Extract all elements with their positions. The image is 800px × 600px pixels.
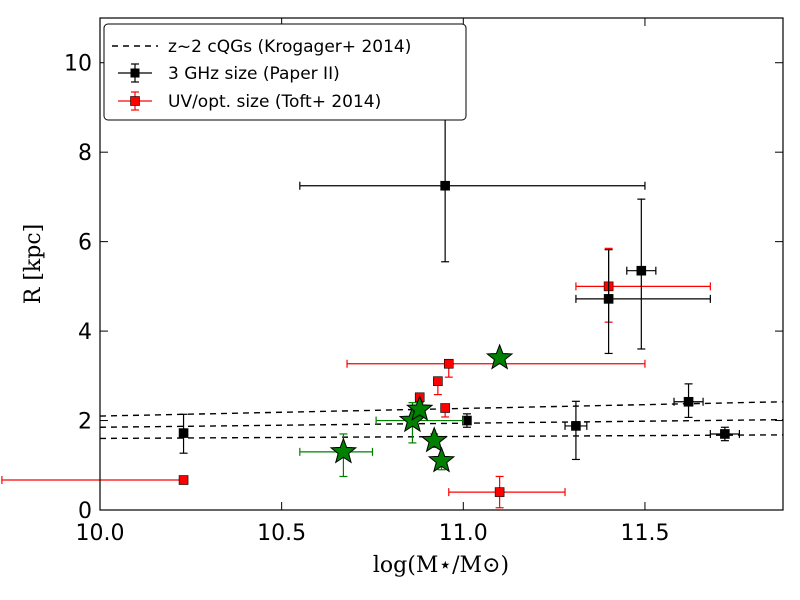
star-point	[405, 394, 434, 422]
3ghz-point	[178, 413, 189, 454]
plot-area	[1, 118, 784, 509]
y-tick-label: 10	[64, 52, 92, 77]
y-tick-label: 2	[78, 410, 92, 435]
krogager-reference-line	[99, 418, 784, 428]
uvopt-point	[1, 475, 189, 485]
3ghz-point	[575, 249, 711, 355]
x-tick-label: 11.5	[620, 521, 669, 546]
x-tick-label: 10.5	[257, 521, 306, 546]
uvopt-point	[575, 247, 711, 323]
uvopt-point	[433, 376, 443, 396]
uvopt-point	[440, 403, 450, 418]
star-point	[420, 426, 448, 453]
y-axis-title: R [kpc]	[21, 224, 46, 304]
x-axis-title: log(M⋆/M⊙)	[373, 553, 509, 578]
star-point	[485, 343, 514, 370]
plot-frame	[99, 17, 784, 511]
legend: z~2 cQGs (Krogager+ 2014) 3 GHz size (Pa…	[103, 23, 467, 121]
legend-black-marker-swatch	[118, 63, 152, 83]
y-tick-label: 8	[78, 141, 92, 166]
star-point	[299, 433, 374, 478]
3ghz-point	[564, 400, 588, 461]
x-tick-label: 10.0	[76, 521, 125, 546]
y-tick-label: 4	[78, 320, 92, 345]
y-tick-label: 6	[78, 231, 92, 256]
3ghz-point	[709, 426, 741, 442]
3ghz-point	[673, 383, 704, 419]
uvopt-point	[448, 475, 566, 509]
3ghz-point	[626, 198, 657, 350]
legend-entry-krogager: z~2 cQGs (Krogager+ 2014)	[168, 37, 411, 57]
star-point	[427, 446, 456, 473]
3ghz-point	[299, 118, 646, 263]
legend-entry-uvopt: UV/opt. size (Toft+ 2014)	[168, 92, 381, 112]
legend-red-marker-swatch	[118, 91, 152, 111]
y-tick-label: 0	[78, 499, 92, 524]
legend-box	[103, 23, 467, 121]
x-tick-label: 11.0	[439, 521, 488, 546]
axis-ticks: 10.0 10.5 11.0 11.5 0 2 4 6 8 10	[64, 18, 783, 546]
legend-entry-3ghz: 3 GHz size (Paper II)	[168, 64, 340, 84]
